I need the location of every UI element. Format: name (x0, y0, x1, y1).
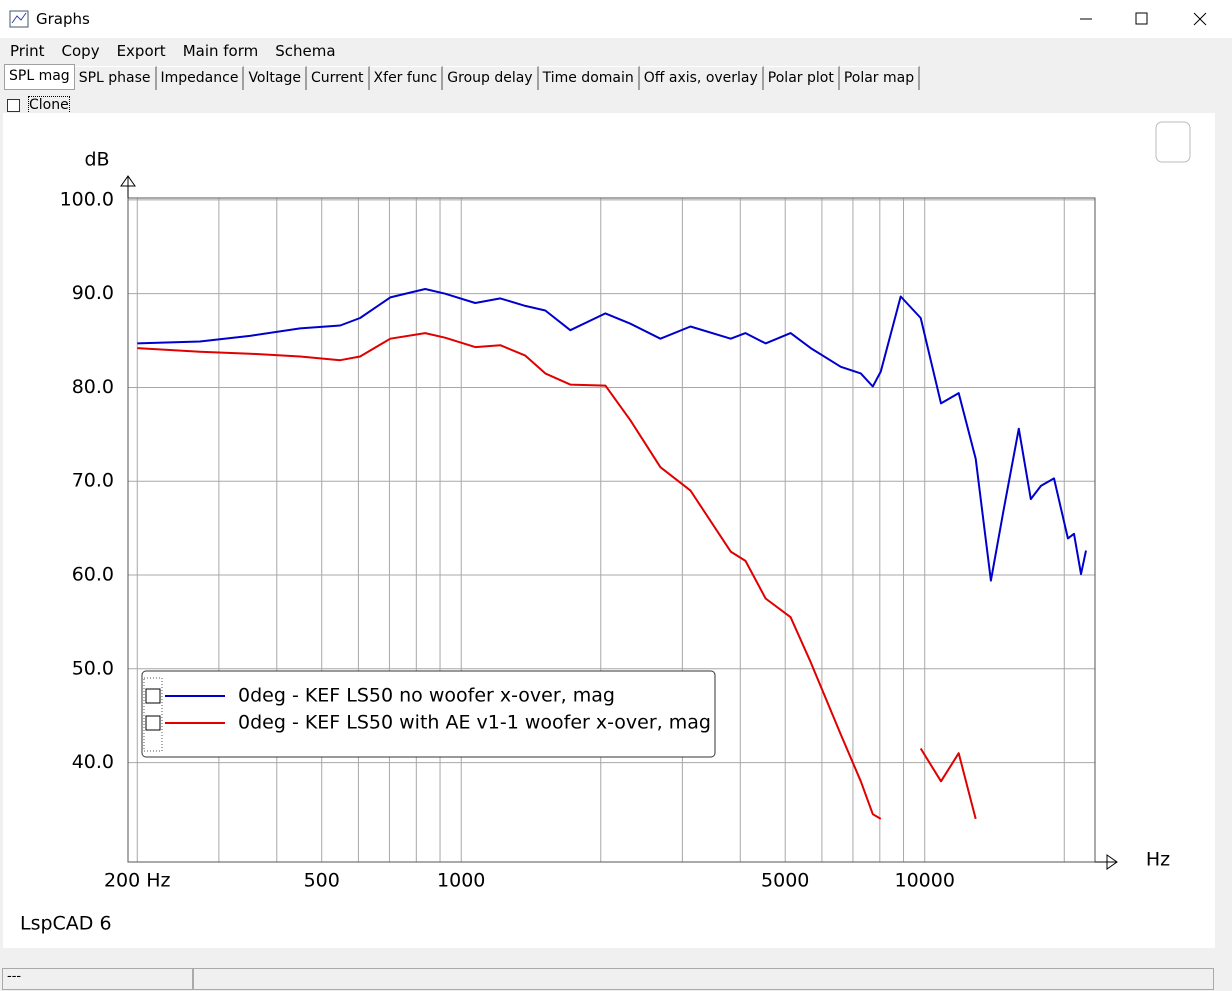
x-tick-label: 10000 (895, 870, 955, 892)
series-group (137, 288, 1087, 837)
legend-checkbox[interactable] (145, 688, 161, 704)
menu-item[interactable]: Copy (61, 42, 100, 60)
y-tick-label: 70.0 (72, 470, 114, 492)
legend-handle (143, 677, 163, 752)
y-tick-label: 100.0 (60, 188, 114, 210)
tab[interactable]: SPL mag (4, 64, 75, 90)
y-tick-label: 40.0 (72, 751, 114, 773)
legend-label: 0deg - KEF LS50 no woofer x-over, mag (238, 685, 615, 707)
series-line (137, 333, 1019, 837)
window-controls (1080, 12, 1207, 26)
close[interactable] (1193, 12, 1207, 26)
footer: LspCAD 6 (20, 913, 112, 935)
x-tick-label: 200 Hz (104, 870, 171, 892)
tab[interactable]: Polar plot (763, 66, 840, 90)
title-bar: Graphs (0, 0, 1232, 38)
tab[interactable]: Polar map (839, 66, 921, 90)
menu-item[interactable]: Export (116, 42, 166, 60)
clone-option[interactable]: Clone (7, 96, 70, 114)
menu-item[interactable]: Schema (275, 42, 336, 60)
checkbox[interactable] (7, 98, 20, 112)
x-axis-label: Hz (1146, 849, 1170, 871)
tab[interactable]: SPL phase (74, 66, 157, 90)
maximize[interactable] (1135, 12, 1148, 25)
y-tick-label: 50.0 (72, 657, 114, 679)
tab[interactable]: Group delay (443, 66, 539, 90)
plot-border (127, 197, 1096, 863)
x-tick-label: 5000 (761, 870, 809, 892)
legend-label: 0deg - KEF LS50 with AE v1-1 woofer x-ov… (238, 712, 711, 734)
corner-button[interactable] (1155, 121, 1191, 163)
menu-item[interactable]: Main form (182, 42, 259, 60)
window-title: Graphs (36, 10, 90, 28)
menu-bar: Print Copy Export Main form Schema (10, 42, 336, 60)
clone-label: Clone (28, 96, 70, 114)
tab[interactable]: Impedance (156, 66, 245, 90)
legend-checkbox[interactable] (145, 715, 161, 731)
menu-item[interactable]: Print (10, 42, 45, 60)
tab[interactable]: Current (306, 66, 370, 90)
series-line (137, 288, 1087, 582)
tab[interactable]: Off axis, overlay (639, 66, 764, 90)
tab-strip: SPL mag SPL phase Impedance Voltage Current X… (4, 64, 921, 90)
y-axis-arrow (120, 175, 136, 198)
tab[interactable]: Time domain (538, 66, 640, 90)
y-axis-label: dB (84, 149, 109, 171)
x-tick-label: 1000 (437, 870, 485, 892)
y-tick-label: 60.0 (72, 564, 114, 586)
status-text: --- (2, 968, 194, 990)
chart-panel (3, 113, 1215, 948)
y-tick-label: 90.0 (72, 282, 114, 304)
y-tick-label: 80.0 (72, 376, 114, 398)
status-panel (192, 968, 1214, 990)
x-axis-arrow (1095, 854, 1118, 870)
tab[interactable]: Voltage (244, 66, 307, 90)
x-tick-label: 500 (304, 870, 340, 892)
tab[interactable]: Xfer func (369, 66, 444, 90)
app-icon (9, 10, 29, 28)
status-bar: --- (0, 966, 1232, 991)
legend (141, 670, 716, 758)
